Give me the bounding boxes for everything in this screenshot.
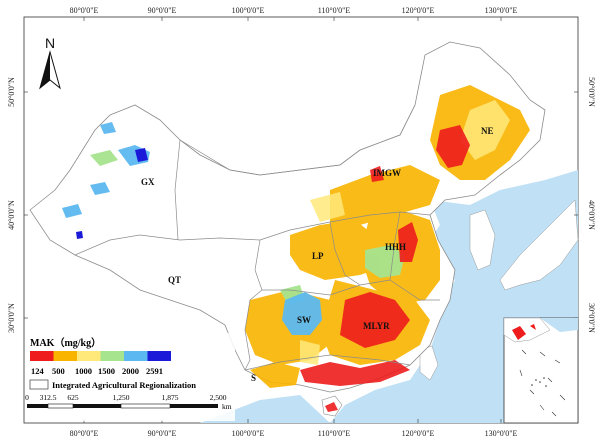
legend-break-5: 2591: [146, 366, 163, 376]
neighbor-land: [419, 199, 579, 381]
region-label-lp: LP: [312, 251, 324, 261]
legend-title: MAK（mg/kg）: [30, 336, 101, 349]
region-label-ne: NE: [481, 126, 494, 136]
region-label-hhh: HHH: [385, 242, 406, 252]
bottom-lon-label-120: 120°0'0"E: [402, 429, 435, 438]
legend-swatch-3: [100, 351, 124, 361]
region-label-gx: GX: [141, 177, 155, 187]
left-lat-label-50: 50°0'0"N: [7, 77, 16, 107]
region-label-s: S: [251, 373, 256, 383]
scale-tick-2: 625: [67, 393, 79, 402]
top-lon-label-110: 110°0'0"E: [318, 6, 351, 15]
top-lon-label-90: 90°0'0"E: [148, 6, 177, 15]
region-label-mlyr: MLYR: [363, 321, 390, 331]
north-arrow: N: [39, 35, 61, 90]
scale-tick-5: 2,500: [210, 393, 227, 402]
region-label-imgw: IMGW: [373, 168, 401, 178]
region-label-sw: SW: [297, 315, 311, 325]
left-lat-label-30: 30°0'0"N: [7, 303, 16, 333]
right-lat-label-30: 30°0'0"N: [587, 303, 596, 333]
bottom-lon-label-80: 80°0'0"E: [70, 429, 99, 438]
legend-swatch-1: [53, 351, 77, 361]
bottom-lon-label-130: 130°0'0"E: [485, 429, 518, 438]
scale-tick-1: 312.5: [40, 393, 57, 402]
bottom-lon-label-110: 110°0'0"E: [318, 429, 351, 438]
legend-swatch-4: [124, 351, 148, 361]
bottom-lon-label-100: 100°0'0"E: [232, 429, 265, 438]
legend-swatch-0: [30, 351, 54, 361]
top-lon-label-120: 120°0'0"E: [402, 6, 435, 15]
top-lon-label-80: 80°0'0"E: [70, 6, 99, 15]
right-lat-label-50: 50°0'0"N: [587, 77, 596, 107]
legend-swatch-2: [77, 351, 101, 361]
bottom-lon-label-90: 90°0'0"E: [148, 429, 177, 438]
scale-tick-0: 0: [25, 393, 29, 402]
north-arrow-letter: N: [45, 35, 55, 51]
legend-break-4: 2000: [122, 366, 139, 376]
mak-red-patches: [300, 125, 470, 412]
legend-swatches: [30, 351, 171, 361]
region-label-qt: QT: [168, 275, 181, 285]
legend-swatch-5: [147, 351, 171, 361]
legend-break-0: 124: [31, 366, 45, 376]
scale-bar: 0 312.5 625 1,250 1,875 2,500 km: [25, 393, 232, 411]
right-lat-label-40: 40°0'0"N: [587, 200, 596, 230]
left-lat-label-40: 40°0'0"N: [7, 200, 16, 230]
mak-dark-blue-patches: [76, 148, 148, 239]
scale-unit: km: [222, 402, 232, 411]
mak-pale-yellow-patches: [300, 100, 510, 365]
top-lon-label-130: 130°0'0"E: [485, 6, 518, 15]
top-lon-label-100: 100°0'0"E: [232, 6, 265, 15]
region-boundaries: [74, 104, 440, 371]
scale-tick-4: 1,875: [162, 393, 179, 402]
legend-break-1: 500: [52, 366, 65, 376]
legend-boundary-swatch: [29, 379, 49, 390]
legend-break-3: 1500: [98, 366, 115, 376]
legend-boundary-label: Integrated Agricultural Regionalization: [52, 380, 196, 390]
inset-map: [503, 317, 579, 424]
scale-tick-3: 1,250: [113, 393, 130, 402]
legend-break-2: 1000: [75, 366, 92, 376]
